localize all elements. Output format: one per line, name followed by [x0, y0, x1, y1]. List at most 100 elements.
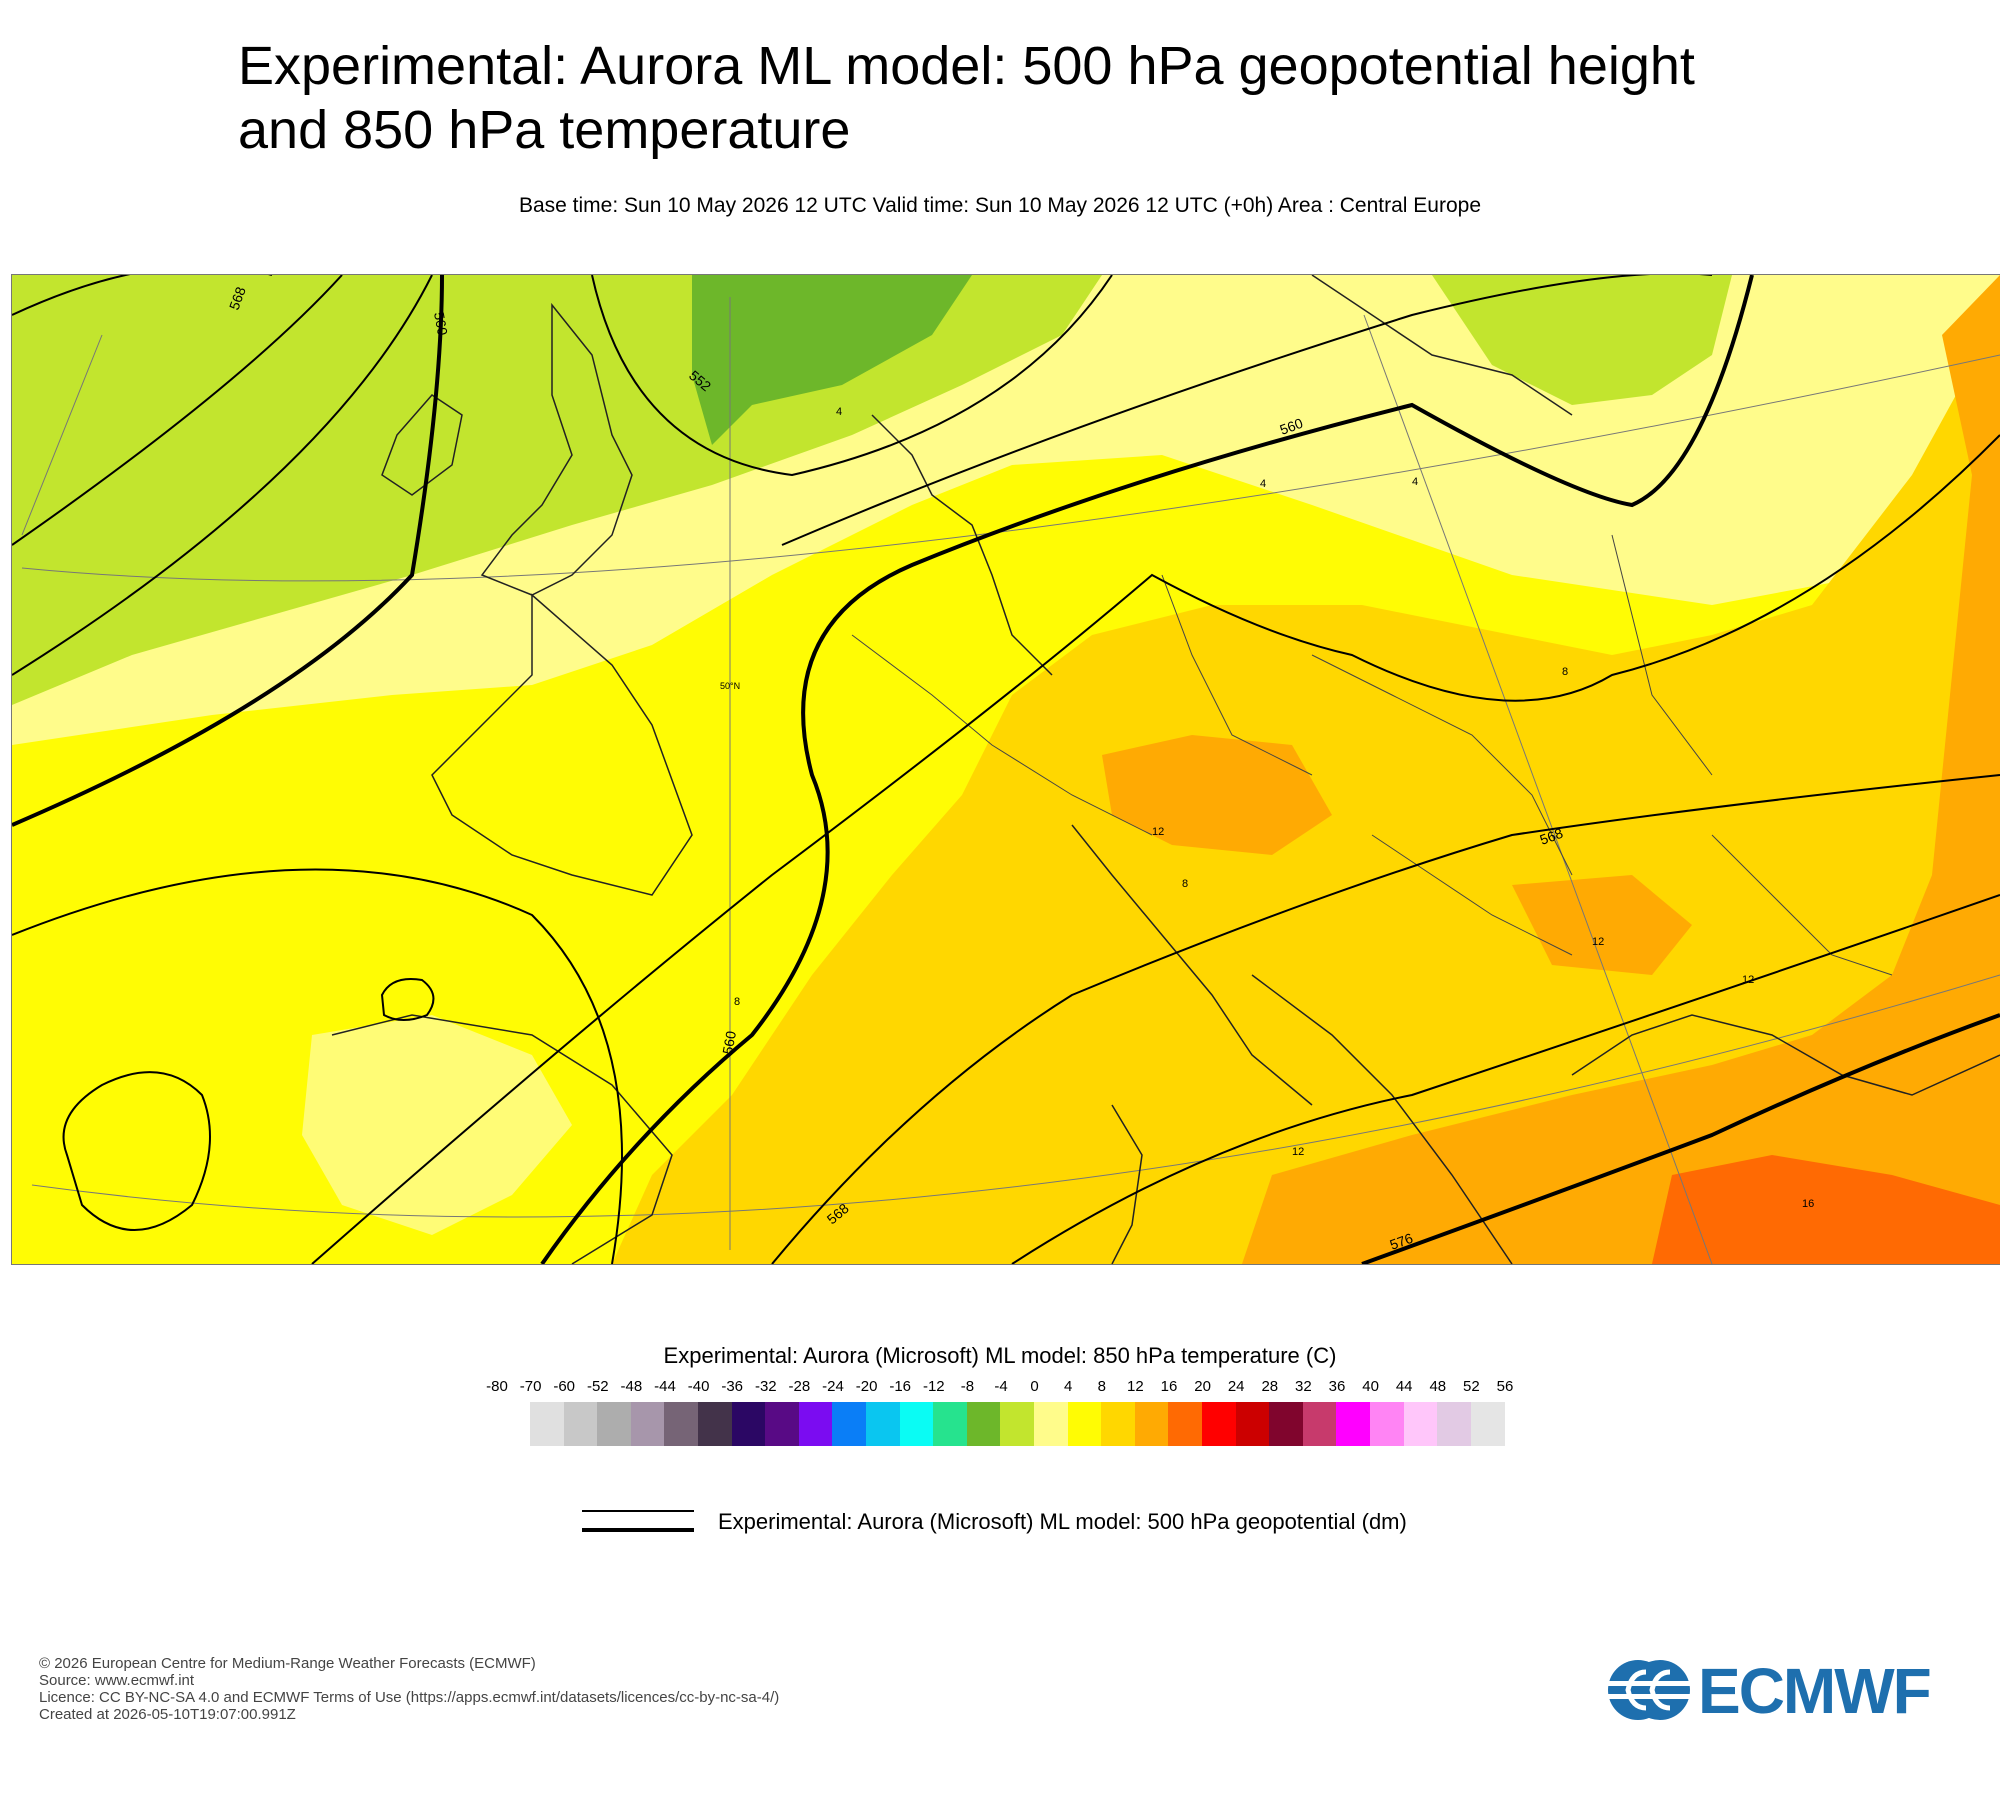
colorbar-tick-label: 36: [1328, 1378, 1346, 1395]
contour-560-nw: [12, 275, 343, 546]
colorbar-tick-label: 24: [1227, 1378, 1245, 1395]
source-text: Source: www.ecmwf.int: [39, 1672, 195, 1689]
colorbar-tick-label: 40: [1362, 1378, 1379, 1395]
contour-label: 560: [431, 311, 451, 337]
colorbar-cell: [765, 1402, 800, 1446]
colorbar-cell: [698, 1402, 733, 1446]
colorbar-cell: [1403, 1402, 1438, 1446]
colorbar-tick-label: -20: [855, 1378, 878, 1395]
temp-band-minus8-minus4: [692, 275, 972, 445]
colorbar-cell: [1336, 1402, 1371, 1446]
ecmwf-logo: ECMWF: [1606, 1655, 1962, 1727]
colorbar-tick-label: 0: [1030, 1378, 1039, 1395]
colorbar-tick-label: -12: [922, 1378, 945, 1395]
temp-label: 4: [1412, 476, 1418, 488]
contour-south1: [12, 868, 623, 1264]
contour-560-main: [540, 275, 1754, 1264]
contour-mid1: [311, 434, 2000, 1264]
geopotential-contours: [12, 275, 2000, 1264]
colorbar-cell: [899, 1402, 934, 1446]
colorbar-tick-label: 48: [1429, 1378, 1447, 1395]
colorbar-cell: [1370, 1402, 1405, 1446]
colorbar-tick-label: 8: [1097, 1378, 1106, 1395]
colorbar-tick-label: -36: [721, 1378, 744, 1395]
title-line-2: and 850 hPa temperature: [238, 100, 851, 160]
contour-west-2: [12, 275, 433, 676]
temp-band-16-20: [1652, 1155, 2000, 1264]
thin-line-sample: [582, 1510, 694, 1512]
contour-mid2: [1011, 894, 2000, 1264]
colorbar-tick-label: -60: [553, 1378, 576, 1395]
colorbar-tick-label: -48: [620, 1378, 643, 1395]
created-text: Created at 2026-05-10T19:07:00.991Z: [39, 1706, 296, 1723]
graticule-lat-50: [21, 354, 2000, 582]
colorbar-cell: [664, 1402, 699, 1446]
colorbar-tick-label: 12: [1127, 1378, 1144, 1395]
copyright-text: © 2026 European Centre for Medium-Range …: [39, 1655, 536, 1672]
colorbar-tick-label: -44: [654, 1378, 676, 1395]
colorbar-tick-label: -4: [994, 1378, 1008, 1395]
temperature-colorbar: [530, 1402, 1505, 1446]
colorbar-cell: [1168, 1402, 1203, 1446]
colorbar-tick-label: -80: [486, 1378, 508, 1395]
contour-label: 560: [1278, 415, 1306, 438]
colorbar-tick-label: -16: [889, 1378, 912, 1395]
colorbar-cell: [966, 1402, 1001, 1446]
graticule-lat-40: [31, 974, 2000, 1218]
contour-label: 560: [719, 1030, 739, 1056]
contour-552: [591, 275, 1113, 477]
colorbar-tick-label: -70: [519, 1378, 542, 1395]
colorbar-cell: [731, 1402, 766, 1446]
colorbar-cell: [1034, 1402, 1069, 1446]
graticule-lon-20: [1363, 314, 1713, 1264]
colorbar-cell: [563, 1402, 598, 1446]
colorbar-cell: [1101, 1402, 1136, 1446]
geopotential-legend-label: Experimental: Aurora (Microsoft) ML mode…: [718, 1509, 1407, 1534]
contour-label: 568: [226, 284, 249, 312]
colorbar-tick-label: -52: [586, 1378, 609, 1395]
colorbar-tick-label: 28: [1261, 1378, 1279, 1395]
temp-label: 16: [1802, 1198, 1814, 1210]
weather-map: 568 560 552 560 568 560 568 576 4 4 4 8 …: [11, 274, 2000, 1265]
contour-north: [781, 275, 1712, 546]
temp-label: 12: [1742, 974, 1754, 986]
colorbar-tick-label: 52: [1463, 1378, 1480, 1395]
colorbar-tick-label: 4: [1064, 1378, 1073, 1395]
colorbar-cell: [1235, 1402, 1270, 1446]
colorbar-cell: [1134, 1402, 1169, 1446]
contour-label: 576: [1388, 1230, 1416, 1253]
temp-label: 12: [1292, 1146, 1304, 1158]
colorbar-cell: [530, 1402, 565, 1446]
colorbar-tick-label: -40: [687, 1378, 710, 1395]
colorbar-cell: [597, 1402, 632, 1446]
temp-band-0-4-iberia: [302, 1015, 572, 1235]
temp-label: 8: [1182, 878, 1188, 890]
temperature-legend-title: Experimental: Aurora (Microsoft) ML mode…: [663, 1343, 1337, 1368]
colorbar-cell: [1000, 1402, 1035, 1446]
chart-title: Experimental: Aurora ML model: 500 hPa g…: [238, 34, 1798, 162]
temp-label: 12: [1152, 826, 1164, 838]
thick-line-sample: [582, 1528, 694, 1532]
colorbar-cell: [832, 1402, 867, 1446]
colorbar-tick-label: 44: [1395, 1378, 1413, 1395]
contour-closed-small: [380, 978, 435, 1021]
temp-band-12-16: [1242, 275, 2000, 1264]
title-line-1: Experimental: Aurora ML model: 500 hPa g…: [238, 36, 1695, 96]
licence-text: Licence: CC BY-NC-SA 4.0 and ECMWF Terms…: [39, 1689, 780, 1706]
contour-568: [771, 774, 2000, 1264]
temp-label: 8: [1562, 666, 1568, 678]
colorbar-cell: [1302, 1402, 1337, 1446]
colorbar-cell: [866, 1402, 901, 1446]
temp-label: 4: [836, 406, 842, 418]
contour-closed-iberia: [62, 1071, 211, 1231]
colorbar-tick-label: -28: [788, 1378, 811, 1395]
temp-band-12-16-center: [1512, 875, 1692, 975]
colorbar-cell: [798, 1402, 833, 1446]
footer: © 2026 European Centre for Medium-Range …: [39, 1655, 779, 1723]
contour-label: 568: [1538, 825, 1566, 848]
colorbar-cell: [933, 1402, 968, 1446]
contour-576: [1361, 1013, 2000, 1264]
colorbar-tick-label: 16: [1160, 1378, 1178, 1395]
colorbar-cell: [1437, 1402, 1472, 1446]
colorbar-tick-label: -24: [822, 1378, 844, 1395]
